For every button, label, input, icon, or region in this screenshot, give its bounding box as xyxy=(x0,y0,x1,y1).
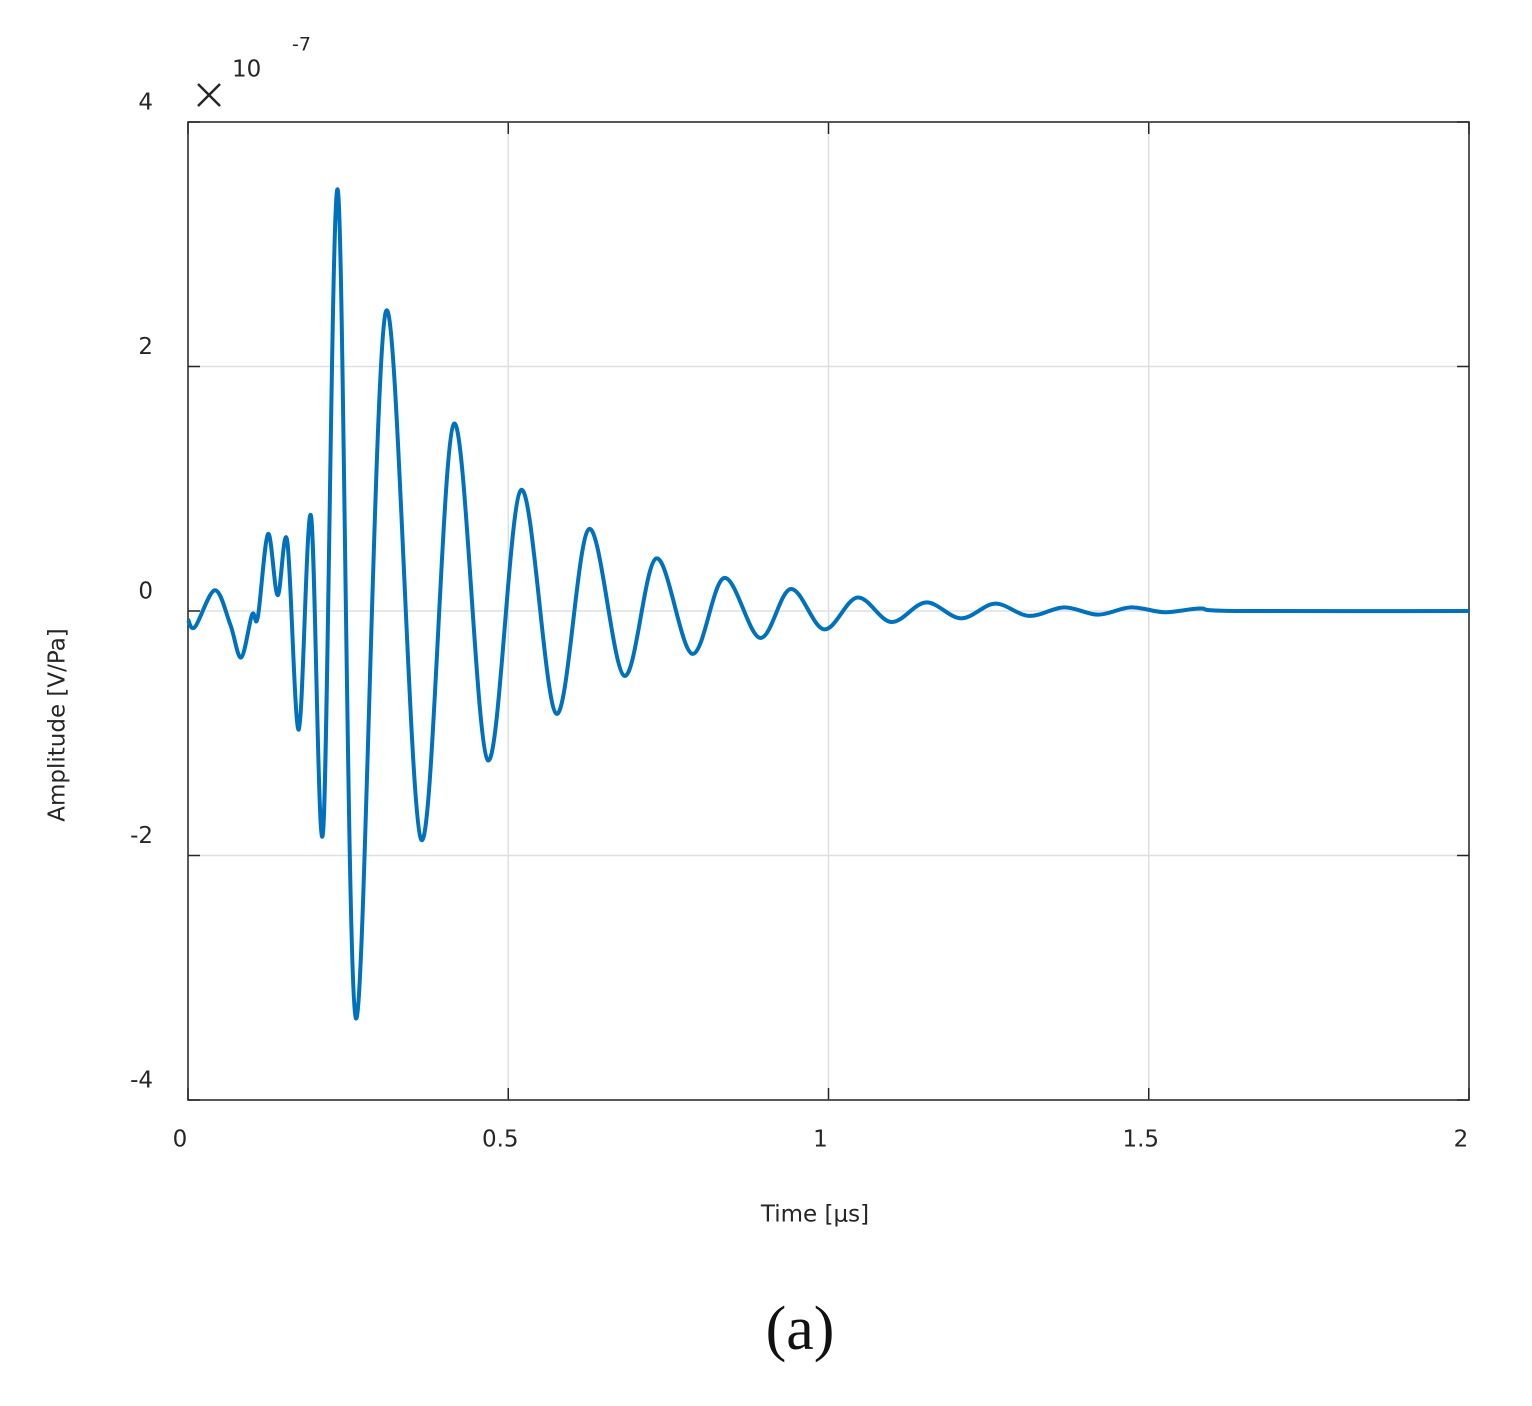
y-tick-label: 2 xyxy=(138,334,153,360)
x-tick-label: 1 xyxy=(813,1127,828,1153)
multiplier-sign xyxy=(197,83,221,107)
x-tick-label: 0 xyxy=(173,1127,188,1153)
x-tick-label: 1.5 xyxy=(1122,1127,1159,1153)
x-tick-label: 0.5 xyxy=(482,1127,519,1153)
y-tick-label: 0 xyxy=(138,579,153,605)
x-axis-label: Time [μs] xyxy=(760,1202,869,1228)
y-tick-label: 4 xyxy=(138,90,153,116)
multiplier-exponent: -7 xyxy=(292,34,311,56)
y-tick-label: -4 xyxy=(130,1068,153,1094)
y-axis-label: Amplitude [V/Pa] xyxy=(45,628,71,822)
caption: (a) xyxy=(766,1295,835,1363)
y-tick-label: -2 xyxy=(130,823,153,849)
line xyxy=(186,187,1470,1021)
x-tick-label: 2 xyxy=(1454,1127,1469,1153)
multiplier-base: 10 xyxy=(232,57,261,83)
